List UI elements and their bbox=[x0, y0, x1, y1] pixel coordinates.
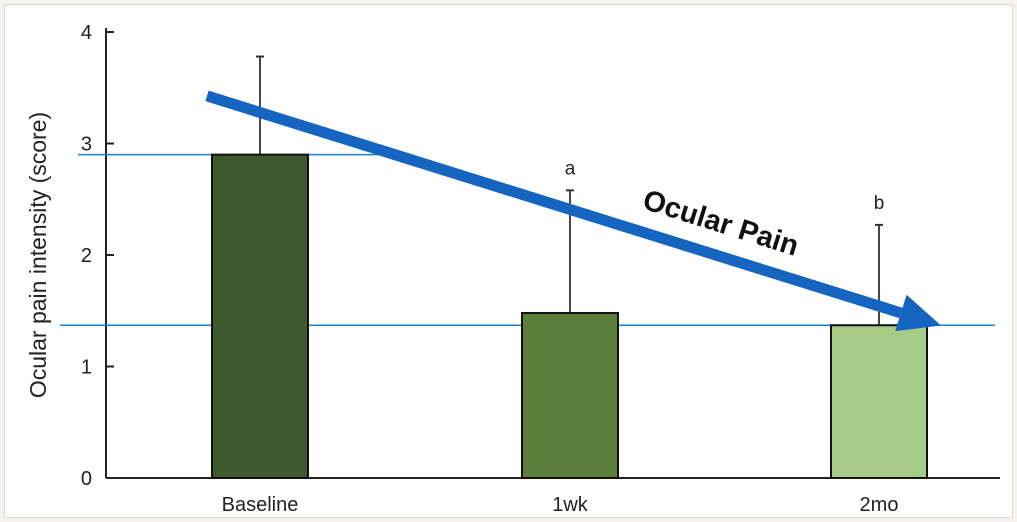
trend-arrow-shaft bbox=[205, 90, 903, 319]
trend-annotation: Ocular Pain bbox=[205, 90, 941, 332]
y-axis-label: Ocular pain intensity (score) bbox=[25, 112, 51, 398]
significance-label: b bbox=[874, 193, 885, 214]
error-bars bbox=[256, 55, 883, 326]
trend-arrow-head bbox=[895, 294, 941, 332]
bars bbox=[211, 153, 928, 480]
y-ticks: 0 1 2 3 4 bbox=[81, 22, 114, 490]
y-tick-label: 4 bbox=[81, 22, 92, 44]
x-tick-label: 1wk bbox=[552, 494, 589, 516]
significance-label: a bbox=[565, 158, 576, 179]
y-tick-label: 0 bbox=[81, 468, 92, 490]
significance-labels: ab bbox=[565, 158, 885, 214]
y-tick-label: 2 bbox=[81, 245, 92, 267]
x-ticks: Baseline 1wk 2mo bbox=[222, 494, 899, 516]
y-tick-label: 3 bbox=[81, 134, 92, 156]
bar-baseline bbox=[211, 153, 309, 479]
bar-2mo bbox=[830, 324, 928, 479]
x-tick-label: Baseline bbox=[222, 494, 299, 516]
x-tick-label: 2mo bbox=[860, 494, 899, 516]
y-tick-label: 1 bbox=[81, 357, 92, 379]
bar-1wk bbox=[521, 311, 619, 480]
